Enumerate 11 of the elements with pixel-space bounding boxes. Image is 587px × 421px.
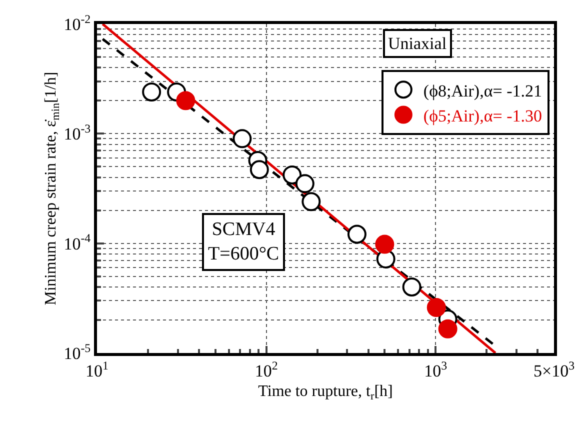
- y-tick-label: 10$^{-4}$: [64, 231, 91, 254]
- x-axis-title: Time to rupture, t$_{r}$[h]: [258, 383, 393, 402]
- x-tick-label: 10$^{2}$: [254, 358, 278, 380]
- x-tick-label: 10$^{3}$: [424, 358, 448, 380]
- y-tick-label: 10$^{-2}$: [64, 12, 91, 34]
- legend-title: Uniaxial: [388, 34, 447, 53]
- legend-label: (ϕ8;Air),α= -1.21: [423, 81, 542, 100]
- annotation: SCMV4 T=600°C: [208, 219, 280, 265]
- legend-label: (ϕ5;Air),α= -1.30: [423, 106, 542, 126]
- y-tick-label: 10$^{-3}$: [64, 121, 91, 144]
- x-tick-label: 5×10$^{3}$: [533, 358, 575, 380]
